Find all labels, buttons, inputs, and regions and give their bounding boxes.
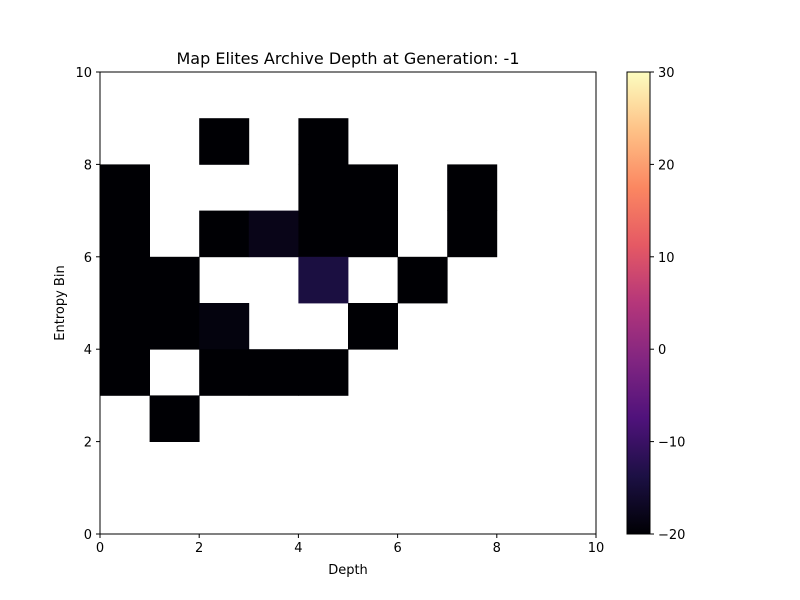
heatmap-cell — [100, 303, 150, 350]
heatmap-cell — [199, 303, 250, 350]
heatmap-cell — [348, 164, 398, 211]
heatmap-cell — [298, 349, 349, 396]
y-axis-ticks: 0 2 4 6 8 10 — [75, 66, 100, 543]
colorbar-ticks: −20 −10 0 10 20 30 — [650, 66, 685, 543]
heatmap-cell — [298, 118, 349, 165]
heatmap-cell — [100, 210, 150, 258]
heatmap-cell — [100, 349, 150, 396]
colorbar — [626, 71, 651, 535]
colorbar-tick-label: 30 — [658, 66, 675, 81]
heatmap-cell — [199, 118, 250, 165]
colorbar-tick-label: 10 — [658, 251, 675, 266]
y-tick-label: 6 — [84, 251, 92, 266]
heatmap-cell — [447, 164, 498, 211]
heatmap-cell — [348, 303, 398, 350]
y-axis-label: Entropy Bin — [53, 265, 68, 340]
x-axis-ticks: 0 2 4 6 8 10 — [96, 534, 604, 556]
colorbar-tick-label: −20 — [658, 528, 685, 543]
heatmap-cells — [100, 118, 498, 442]
x-tick-label: 4 — [294, 541, 302, 556]
heatmap-cell — [100, 164, 150, 211]
y-tick-label: 0 — [84, 528, 92, 543]
heatmap-cell — [199, 349, 250, 396]
x-axis-label: Depth — [328, 563, 368, 578]
x-tick-label: 2 — [195, 541, 203, 556]
heatmap-cell — [348, 210, 398, 258]
heatmap-cell — [199, 210, 250, 258]
heatmap-cell — [397, 256, 448, 304]
y-tick-label: 10 — [75, 66, 92, 81]
x-tick-label: 8 — [493, 541, 501, 556]
heatmap-cell — [298, 164, 349, 211]
heatmap-cell — [298, 256, 349, 304]
plot-area-frame — [99, 71, 597, 535]
y-tick-label: 8 — [84, 158, 92, 173]
heatmap-cell — [149, 395, 200, 442]
x-tick-label: 0 — [96, 541, 104, 556]
x-tick-label: 6 — [393, 541, 401, 556]
heatmap-cell — [248, 349, 299, 396]
heatmap-cell — [149, 256, 200, 304]
y-tick-label: 2 — [84, 436, 92, 451]
heatmap-cell — [149, 303, 200, 350]
heatmap-cell — [447, 210, 498, 258]
chart-title: Map Elites Archive Depth at Generation: … — [176, 49, 519, 68]
y-tick-label: 4 — [84, 343, 92, 358]
colorbar-tick-label: −10 — [658, 436, 685, 451]
heatmap-cell — [248, 210, 299, 258]
colorbar-tick-label: 20 — [658, 158, 675, 173]
x-tick-label: 10 — [588, 541, 605, 556]
colorbar-tick-label: 0 — [658, 343, 666, 358]
heatmap-cell — [100, 256, 150, 304]
heatmap-cell — [298, 210, 349, 258]
